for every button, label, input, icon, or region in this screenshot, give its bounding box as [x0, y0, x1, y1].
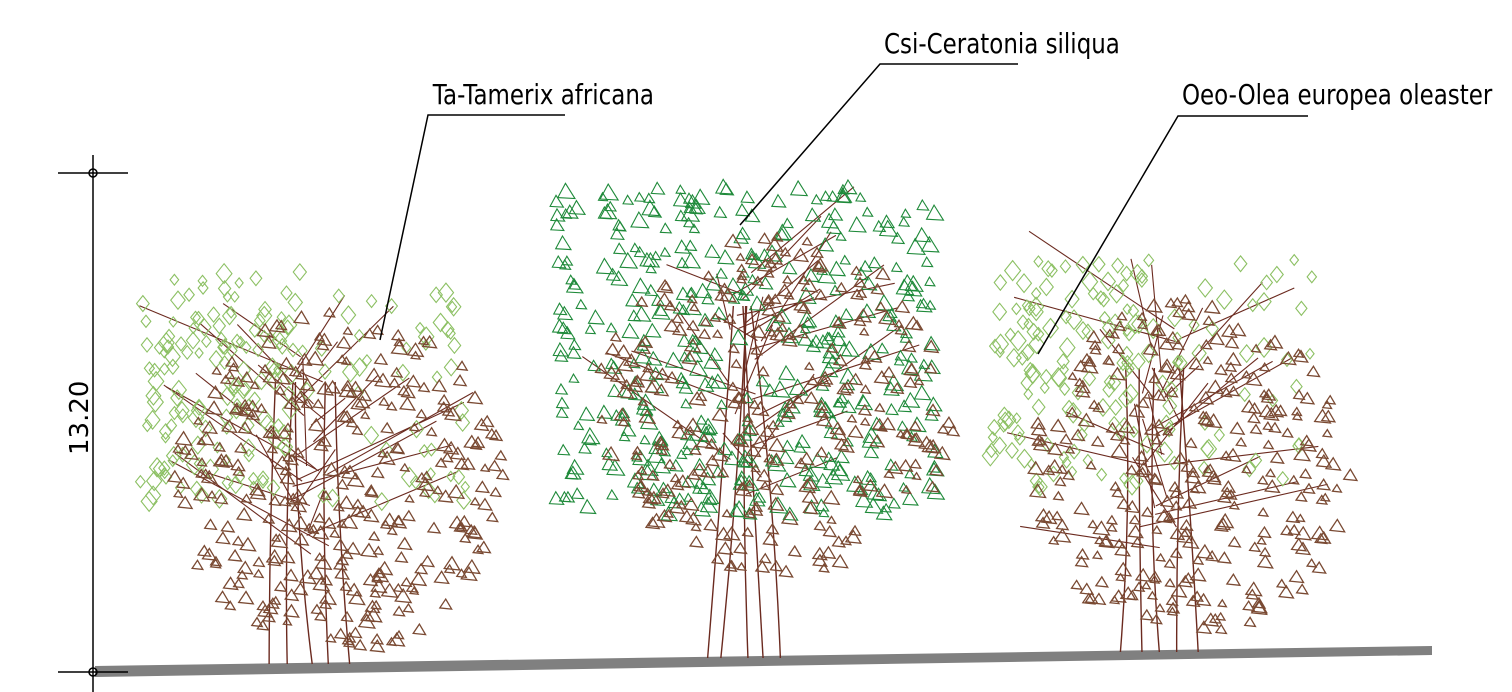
label-olea-europea-oleaster: Oeo-Olea europea oleaster — [1182, 79, 1493, 112]
leader-line-olea — [1037, 115, 1308, 355]
label-tamerix-africana: Ta-Tamerix africana — [432, 79, 654, 112]
dimension-bottom-node — [88, 667, 98, 677]
tree-olea-europea-oleaster — [981, 230, 1359, 653]
tree-ceratonia-siliqua — [548, 178, 961, 659]
leader-line-tamerix — [379, 114, 565, 341]
dimension-top-node — [88, 168, 98, 178]
light-foliage — [981, 253, 1318, 497]
dark-foliage — [167, 306, 510, 653]
leader-line-ceratonia — [739, 63, 1018, 226]
height-dimension: 13.20 — [58, 155, 128, 692]
label-ceratonia-siliqua: Csi-Ceratonia siliqua — [884, 28, 1120, 61]
dimension-value: 13.20 — [65, 381, 95, 455]
ground-line — [95, 646, 1432, 677]
dark-foliage — [1027, 293, 1359, 635]
tree-tamerix-africana — [134, 262, 510, 665]
tree-trunks — [1006, 230, 1328, 653]
dark-foliage — [594, 231, 961, 578]
